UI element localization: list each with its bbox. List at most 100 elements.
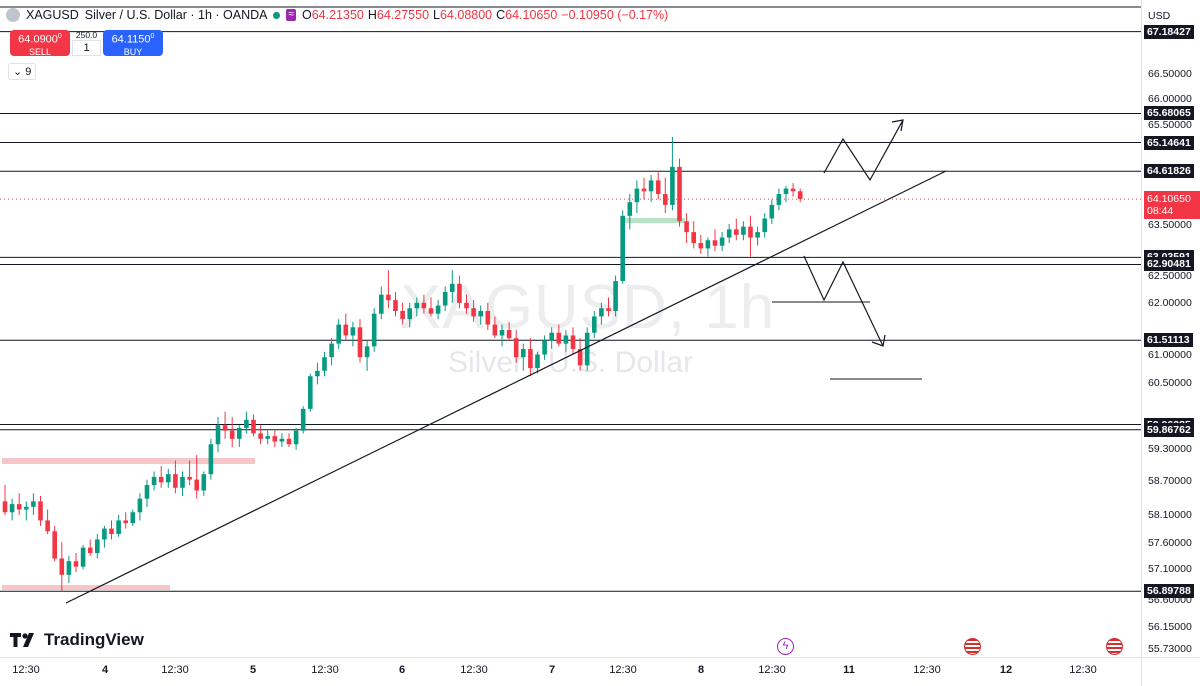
price-level-tag[interactable]: 59.86762 [1144,422,1194,437]
candle[interactable] [471,300,476,322]
candle[interactable] [620,210,625,284]
candle[interactable] [166,468,171,488]
candle[interactable] [130,509,136,526]
candle[interactable] [414,297,420,317]
candle[interactable] [719,232,725,252]
candle[interactable] [435,300,441,320]
candle[interactable] [599,302,604,325]
candle[interactable] [16,493,22,515]
bearish-projection-path[interactable] [803,255,884,347]
candle[interactable] [237,425,242,447]
candle[interactable] [371,308,377,352]
candle[interactable] [641,177,647,200]
candle[interactable] [38,495,43,526]
candle[interactable] [691,221,696,249]
candle[interactable] [776,188,782,211]
quantity-input[interactable]: 1 [72,40,101,56]
candle[interactable] [478,305,483,325]
candle[interactable] [258,425,263,445]
price-level-tag[interactable]: 61.51113 [1144,333,1193,348]
candle[interactable] [379,286,384,320]
candle[interactable] [350,321,356,347]
candle[interactable] [584,327,590,371]
candle[interactable] [705,237,711,257]
candle[interactable] [265,430,270,445]
candle[interactable] [755,226,760,246]
us-flag-event-icon[interactable] [1106,638,1123,655]
candle[interactable] [329,338,334,366]
candle[interactable] [151,471,157,491]
candle[interactable] [613,275,618,317]
candle[interactable] [648,174,654,203]
candle[interactable] [293,427,299,450]
candle[interactable] [24,501,29,521]
candle[interactable] [698,234,704,254]
candle[interactable] [286,433,292,447]
price-level-tag[interactable]: 67.18427 [1144,24,1194,39]
bullish-projection-path[interactable] [823,119,904,182]
candle[interactable] [606,297,611,317]
candle[interactable] [80,544,86,570]
candle[interactable] [208,438,214,480]
candle[interactable] [450,270,455,303]
candle[interactable] [492,316,498,339]
candle[interactable] [457,275,462,309]
candle[interactable] [272,430,278,447]
candle[interactable] [173,460,178,494]
candle[interactable] [428,297,434,317]
candle[interactable] [741,221,746,241]
candle[interactable] [2,485,8,515]
candle[interactable] [521,343,526,371]
candle[interactable] [336,319,341,350]
candle[interactable] [513,330,519,363]
candle[interactable] [726,223,732,243]
candle[interactable] [9,498,15,521]
candle[interactable] [577,338,583,371]
candle[interactable] [393,291,398,317]
candle[interactable] [315,362,320,385]
candle[interactable] [762,213,767,238]
candle[interactable] [31,493,36,515]
candle[interactable] [677,158,682,227]
chart-area[interactable]: XAGUSD, 1h Silver / U.S. Dollar XAGUSD S… [0,0,1141,657]
candle[interactable] [634,180,640,214]
candle[interactable] [187,460,192,486]
candle[interactable] [400,302,405,325]
candle[interactable] [748,215,753,257]
candle[interactable] [670,136,675,211]
candle[interactable] [251,414,256,437]
quantity-widget[interactable]: 250.0 1 [72,30,101,56]
candle[interactable] [144,479,150,507]
price-level-tag[interactable]: 56.89788 [1144,584,1194,599]
candle[interactable] [528,338,533,377]
candle[interactable] [627,194,633,230]
candle[interactable] [783,185,789,203]
candle[interactable] [158,466,164,488]
candle[interactable] [102,525,107,548]
supply-zone[interactable] [2,458,255,464]
candle[interactable] [300,406,306,434]
candle[interactable] [499,324,505,347]
trend-line[interactable] [65,170,947,604]
candle[interactable] [769,199,775,224]
demand-zone[interactable] [2,585,170,590]
candle[interactable] [229,417,235,447]
candle[interactable] [684,213,689,243]
candle[interactable] [364,340,370,371]
currency-selector[interactable]: USD [1148,10,1171,22]
candle[interactable] [407,302,412,328]
candle[interactable] [542,335,547,360]
candle[interactable] [215,417,221,453]
candle[interactable] [279,433,285,447]
candle[interactable] [73,553,79,573]
candle[interactable] [535,351,540,374]
candle[interactable] [194,455,199,499]
time-axis[interactable]: 12:30 4 12:30 5 12:30 6 12:30 7 12:30 8 12:30 11 12:… [0,657,1141,686]
sell-button[interactable]: 64.09000 SELL [10,30,70,57]
indicators-toggle[interactable]: ⌄ 9 [8,63,37,80]
candle[interactable] [66,555,72,583]
candle[interactable] [734,218,739,241]
candle[interactable] [655,172,661,200]
candle[interactable] [222,411,228,439]
candle[interactable] [464,294,469,314]
